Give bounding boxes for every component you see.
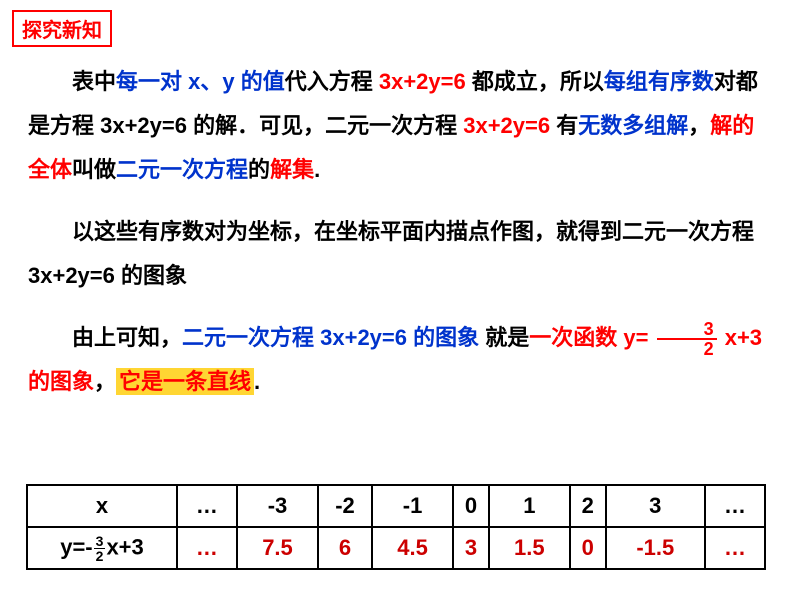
- p2-text: 以这些有序数对为坐标，在坐标平面内描点作图，就得到二元一次方程 3x+2y=6 …: [28, 219, 754, 288]
- y-cell: 1.5: [489, 527, 570, 569]
- y-cell: 4.5: [372, 527, 453, 569]
- content-area: 表中每一对 x、y 的值代入方程 3x+2y=6 都成立，所以每组有序数对都是方…: [28, 60, 766, 422]
- p1-s14: 二元一次方程: [116, 157, 248, 182]
- p1-s10: 无数多组解: [578, 113, 688, 138]
- badge-text: 探究新知: [22, 20, 102, 42]
- p1-s3: 代入方程: [285, 69, 379, 94]
- data-table: x … -3 -2 -1 0 1 2 3 … y=-32x+3 … 7.5 6 …: [26, 484, 766, 570]
- row-header-y: y=-32x+3: [27, 527, 177, 569]
- x-cell: -1: [372, 485, 453, 527]
- p3-s4: 一次函数: [529, 325, 623, 350]
- table-row-x: x … -3 -2 -1 0 1 2 3 …: [27, 485, 765, 527]
- section-badge: 探究新知: [12, 10, 112, 47]
- y-cell: -1.5: [606, 527, 706, 569]
- p1-s2: 每一对 x、y 的值: [116, 69, 285, 94]
- x-cell: 1: [489, 485, 570, 527]
- y-cell: 6: [318, 527, 372, 569]
- p1-s13: 叫做: [72, 157, 116, 182]
- p1-s8: 3x+2y=6: [463, 113, 556, 138]
- p1-s4: 3x+2y=6: [379, 69, 466, 94]
- p1-s16: 解集: [270, 157, 314, 182]
- p3-s7: .: [254, 369, 260, 394]
- p1-s9: 有: [556, 113, 578, 138]
- row-header-x: x: [27, 485, 177, 527]
- p1-s6: 每组有序数: [604, 69, 714, 94]
- x-cell: -2: [318, 485, 372, 527]
- p3-s3: 就是: [485, 325, 529, 350]
- frac-numerator: 3: [657, 320, 717, 340]
- p1-s15: 的: [248, 157, 270, 182]
- highlight-text: 它是一条直线: [116, 368, 254, 395]
- fraction-3-over-2: 32: [657, 320, 717, 358]
- paragraph-2: 以这些有序数对为坐标，在坐标平面内描点作图，就得到二元一次方程 3x+2y=6 …: [28, 210, 766, 298]
- table-row-y: y=-32x+3 … 7.5 6 4.5 3 1.5 0 -1.5 …: [27, 527, 765, 569]
- p3-s6: ，: [94, 369, 116, 394]
- p1-s11: ，: [688, 113, 710, 138]
- paragraph-3: 由上可知，二元一次方程 3x+2y=6 的图象 就是一次函数 y= 32 x+3…: [28, 316, 766, 404]
- x-cell: -3: [237, 485, 318, 527]
- header-frac-den: 2: [94, 549, 106, 563]
- y-label-after: x+3: [106, 534, 143, 559]
- p3-s2: 二元一次方程 3x+2y=6 的图象: [182, 325, 485, 350]
- y-label-before: y=-: [60, 534, 92, 559]
- y-cell: …: [705, 527, 765, 569]
- header-frac-num: 3: [94, 534, 106, 549]
- y-cell: 7.5: [237, 527, 318, 569]
- p3-s1: 由上可知，: [72, 325, 182, 350]
- paragraph-1: 表中每一对 x、y 的值代入方程 3x+2y=6 都成立，所以每组有序数对都是方…: [28, 60, 766, 192]
- frac-denominator: 2: [657, 340, 717, 358]
- y-cell: …: [177, 527, 237, 569]
- p1-s5: 都成立，所以: [466, 69, 604, 94]
- p3-s5a: y=: [623, 325, 654, 350]
- p1-s1: 表中: [72, 69, 116, 94]
- x-cell: …: [705, 485, 765, 527]
- p1-s17: .: [314, 157, 320, 182]
- x-cell: 2: [570, 485, 606, 527]
- x-cell: 0: [453, 485, 489, 527]
- header-fraction: 32: [94, 534, 106, 563]
- y-cell: 3: [453, 527, 489, 569]
- data-table-container: x … -3 -2 -1 0 1 2 3 … y=-32x+3 … 7.5 6 …: [26, 484, 766, 570]
- x-cell: …: [177, 485, 237, 527]
- y-cell: 0: [570, 527, 606, 569]
- x-cell: 3: [606, 485, 706, 527]
